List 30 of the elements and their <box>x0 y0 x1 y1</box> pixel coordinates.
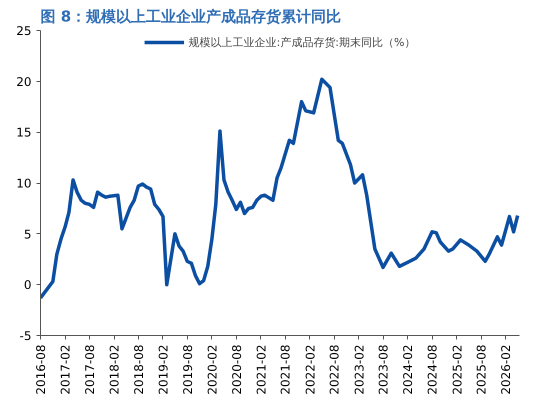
x-tick-label: 2017-02 <box>58 344 73 395</box>
y-tick-label: 20 <box>16 74 32 89</box>
line-series <box>40 78 520 300</box>
x-tick-label: 2018-02 <box>108 344 122 395</box>
x-tick-label: 2024-02 <box>401 344 416 395</box>
x-tick-label: 2021-08 <box>278 344 293 395</box>
x-tick-label: 2020-08 <box>230 344 244 395</box>
y-tick-label: 10 <box>16 176 32 190</box>
x-tick-label: 2020-02 <box>205 344 220 395</box>
x-tick-label: 2019-02 <box>156 344 170 395</box>
chart-title: 图 8：规模以上工业企业产成品存货累计同比 <box>40 8 342 26</box>
x-tick-label: 2023-02 <box>352 344 366 395</box>
x-tick-label: 2021-02 <box>254 344 268 395</box>
x-tick-label: 2018-08 <box>132 344 146 395</box>
x-tick-label: 2022-08 <box>328 344 342 395</box>
x-tick-label: 2025-02 <box>450 344 464 395</box>
x-tick-label: 2016-08 <box>34 344 48 395</box>
y-tick-label: 5 <box>24 227 32 242</box>
x-tick-label: 2024-08 <box>426 344 440 395</box>
legend-label: 规模以上工业企业:产成品存货:期末同比（%） <box>188 34 416 50</box>
x-tick-label: 2025-08 <box>474 344 489 395</box>
x-tick-label: 2026-02 <box>499 344 514 395</box>
y-tick-label: -5 <box>20 329 32 343</box>
y-tick-label: 0 <box>24 278 32 292</box>
y-tick-label: 25 <box>16 24 32 38</box>
y-tick-label: 15 <box>16 126 32 140</box>
x-tick-label: 2022-02 <box>303 344 318 395</box>
x-tick-label: 2017-08 <box>82 344 97 395</box>
x-tick-label: 2023-08 <box>376 344 391 395</box>
x-tick-label: 2019-08 <box>180 344 195 395</box>
